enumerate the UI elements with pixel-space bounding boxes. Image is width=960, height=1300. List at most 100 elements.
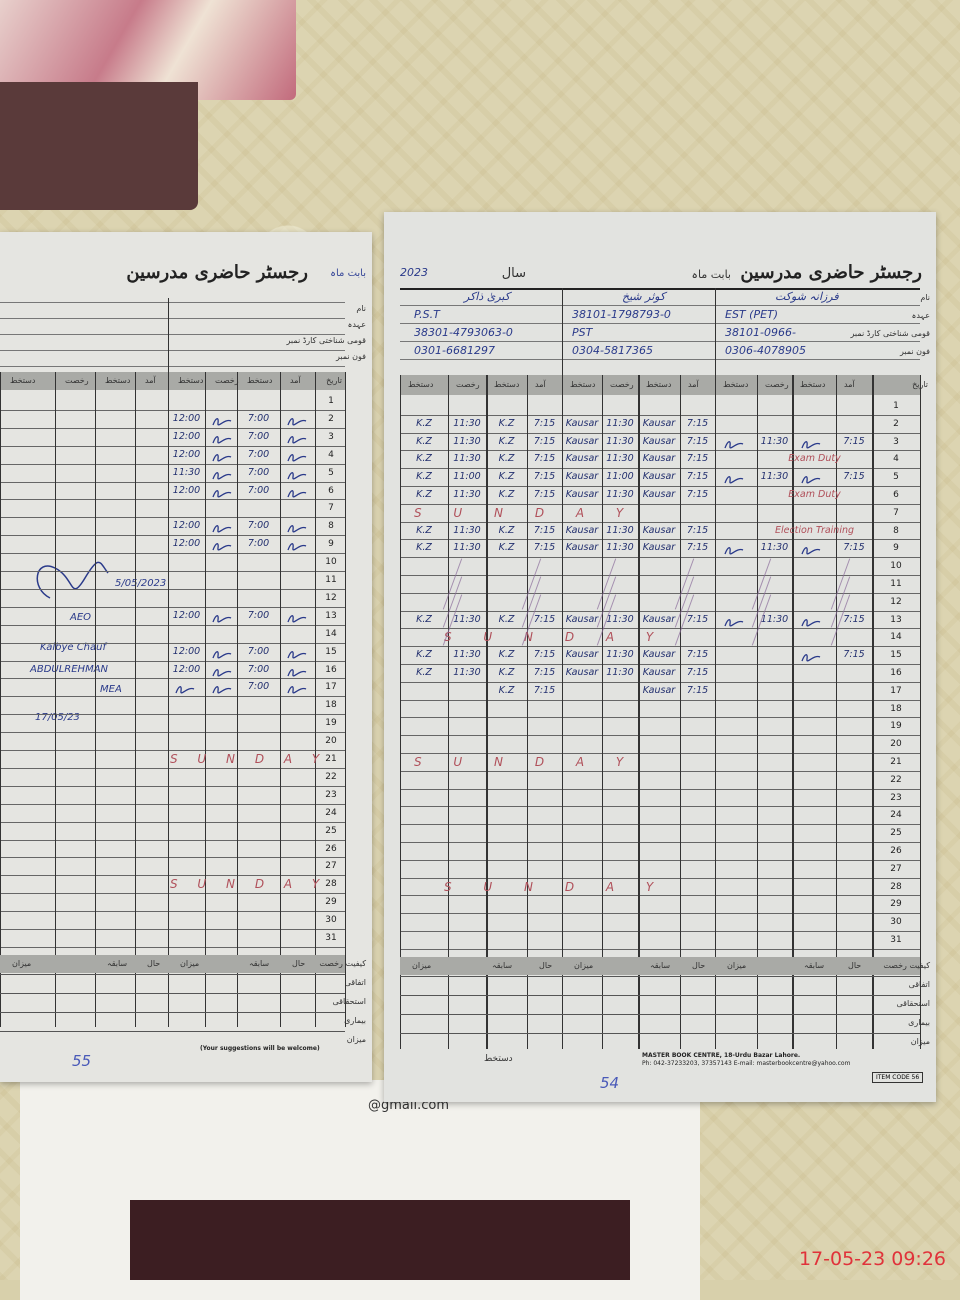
signature-scribble-icon bbox=[286, 520, 308, 539]
summary-label: میزان bbox=[910, 1036, 930, 1046]
column-header: آمد bbox=[688, 380, 699, 389]
attendance-cell: 12:00 bbox=[172, 448, 201, 460]
signature-scribble-icon bbox=[211, 485, 233, 504]
column-rule bbox=[400, 375, 401, 1049]
signature-scribble-icon bbox=[211, 538, 233, 557]
attendance-cell: 7:00 bbox=[247, 645, 270, 657]
date-header: تاریخ bbox=[326, 376, 342, 385]
attendance-cell: 7:15 bbox=[533, 613, 556, 625]
column-rule bbox=[872, 375, 874, 1049]
attendance-cell: 11:30 bbox=[760, 542, 789, 554]
sunday-label: S U N D A Y bbox=[170, 877, 328, 892]
attendance-cell: Kausar bbox=[642, 435, 676, 447]
attendance-cell: 12:00 bbox=[172, 520, 201, 532]
attendance-cell: 12:00 bbox=[172, 663, 201, 675]
attendance-cell: K.Z bbox=[498, 489, 515, 500]
signature-scribble-icon bbox=[286, 467, 308, 486]
inspection-note-text: 5/05/2023 bbox=[115, 578, 167, 589]
row-rule bbox=[0, 535, 345, 537]
attendance-cell: 11:30 bbox=[453, 542, 481, 554]
signature-scribble-icon bbox=[286, 431, 308, 450]
register-page-left: رجسٹر حاضری مدرسین بابت ماہ (Your sugges… bbox=[0, 232, 372, 1082]
day-number: 26 bbox=[325, 843, 337, 854]
attendance-cell: Kausar bbox=[642, 542, 676, 554]
row-rule bbox=[0, 409, 345, 411]
day-number: 25 bbox=[890, 828, 902, 839]
attendance-cell: 11:30 bbox=[606, 542, 634, 554]
attendance-cell: 7:15 bbox=[533, 667, 556, 678]
attendance-cell: 7:15 bbox=[843, 542, 865, 554]
column-header: آمد bbox=[535, 380, 546, 389]
row-rule bbox=[0, 499, 345, 501]
attendance-cell: Kausar bbox=[642, 417, 676, 429]
row-rule bbox=[400, 503, 920, 505]
summary-label: اتفاقی bbox=[908, 979, 930, 989]
register-page-right: رجسٹر حاضری مدرسین بابت ماہ سال 2023 دست… bbox=[384, 212, 936, 1102]
day-number: 23 bbox=[890, 792, 902, 803]
attendance-cell: 7:15 bbox=[686, 453, 709, 465]
attendance-cell: K.Z bbox=[416, 435, 432, 447]
day-number: 24 bbox=[890, 810, 902, 821]
row-rule bbox=[400, 681, 920, 683]
column-rule bbox=[55, 372, 56, 1027]
day-number: 30 bbox=[890, 917, 902, 928]
attendance-cell: K.Z bbox=[416, 613, 432, 625]
signature-scribble-icon bbox=[723, 436, 745, 455]
signature-scribble-icon bbox=[174, 681, 196, 700]
inspection-note-text: Kalbye Chauf bbox=[40, 642, 107, 653]
summary-label: اتفاقی bbox=[344, 977, 366, 987]
attendance-cell: Kausar bbox=[565, 435, 599, 447]
day-number: 21 bbox=[890, 757, 902, 767]
attendance-cell: K.Z bbox=[498, 613, 515, 625]
row-rule bbox=[0, 750, 345, 751]
attendance-cell: 7:15 bbox=[533, 453, 556, 465]
attendance-cell: 7:00 bbox=[247, 681, 270, 693]
attendance-cell: 11:30 bbox=[606, 613, 634, 625]
teacher-phone: 0301-6681297 bbox=[414, 344, 495, 357]
summary-rule bbox=[400, 1013, 920, 1015]
attendance-cell: 7:15 bbox=[686, 417, 709, 429]
day-number: 4 bbox=[893, 454, 899, 465]
attendance-cell: K.Z bbox=[416, 667, 432, 678]
attendance-cell: Kausar bbox=[642, 649, 676, 661]
signature-scribble-icon bbox=[286, 538, 308, 557]
column-rule bbox=[680, 375, 681, 1049]
summary-header: میزان bbox=[12, 958, 32, 968]
attendance-cell: 7:15 bbox=[843, 471, 865, 483]
day-number: 17 bbox=[890, 685, 902, 696]
day-number: 10 bbox=[890, 561, 902, 572]
summary-rule bbox=[0, 992, 345, 994]
signature-scribble-icon bbox=[286, 485, 308, 504]
attendance-cell: 7:00 bbox=[247, 520, 270, 532]
row-rule bbox=[0, 517, 345, 519]
row-rule bbox=[0, 803, 345, 805]
day-number: 6 bbox=[328, 485, 334, 496]
info-rule bbox=[0, 302, 345, 303]
row-rule bbox=[400, 664, 920, 665]
signature-scribble-icon bbox=[800, 542, 822, 561]
summary-rule bbox=[400, 1032, 920, 1034]
row-rule bbox=[0, 463, 345, 465]
attendance-cell: 7:00 bbox=[247, 448, 270, 460]
day-number: 30 bbox=[325, 915, 337, 926]
attendance-cell: 11:30 bbox=[760, 435, 789, 447]
row-label: عہدہ bbox=[911, 311, 930, 320]
day-number: 24 bbox=[325, 807, 337, 818]
row-rule bbox=[0, 732, 345, 734]
attendance-cell: 7:15 bbox=[686, 471, 709, 483]
suggestions-note: (Your suggestions will be welcome) bbox=[200, 1045, 320, 1052]
attendance-cell: 11:30 bbox=[453, 649, 481, 661]
row-rule bbox=[0, 696, 345, 698]
column-header: رخصت bbox=[610, 380, 634, 389]
attendance-cell: Kausar bbox=[565, 542, 599, 554]
attendance-cell: Kausar bbox=[565, 613, 599, 625]
attendance-cell: 7:15 bbox=[843, 613, 865, 625]
signature-scribble-icon bbox=[800, 436, 822, 455]
row-rule bbox=[400, 842, 920, 843]
day-number: 31 bbox=[325, 933, 337, 943]
day-number: 8 bbox=[328, 521, 334, 532]
day-number: 8 bbox=[893, 525, 899, 536]
attendance-cell: 7:00 bbox=[247, 430, 270, 442]
summary-header-band bbox=[0, 954, 345, 973]
attendance-cell: Kausar bbox=[642, 667, 676, 678]
